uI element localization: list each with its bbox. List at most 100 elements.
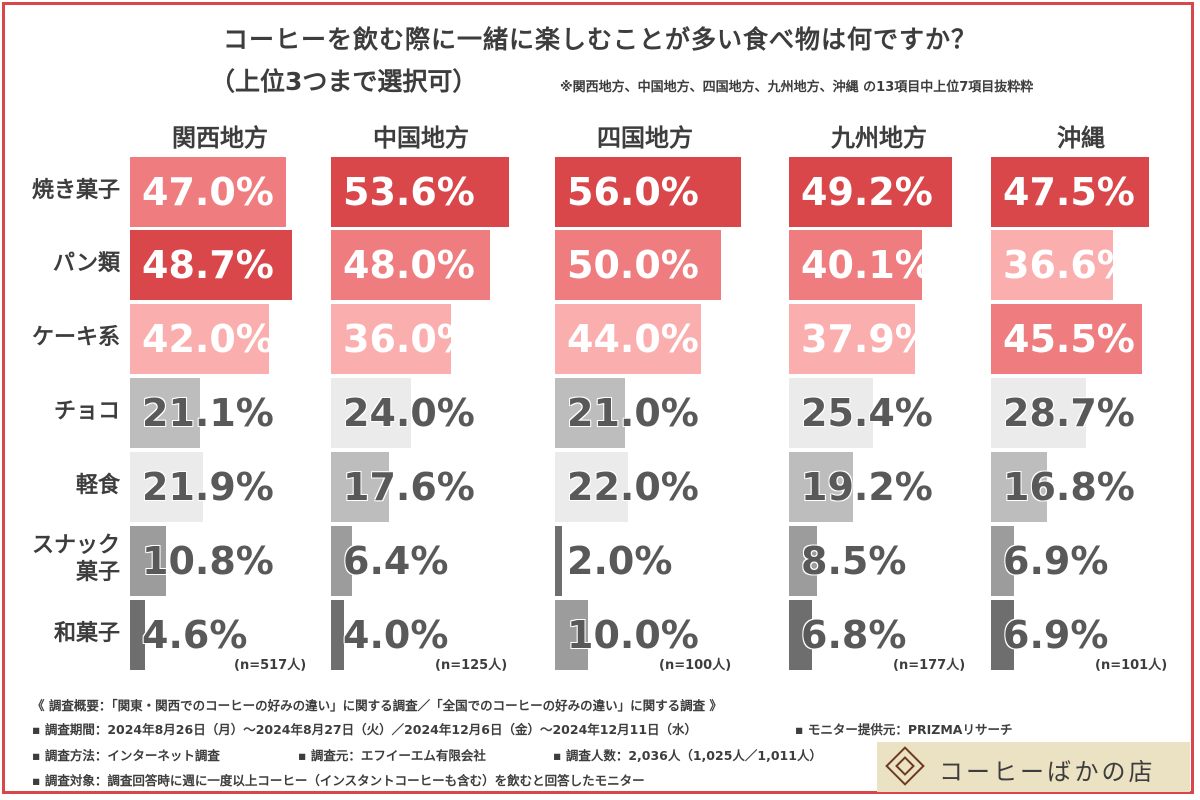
data-label: 40.1%: [801, 243, 933, 287]
bar: [555, 452, 629, 522]
data-label: 48.0%: [343, 243, 475, 287]
category-label: スナック 菓子: [0, 532, 120, 586]
data-label: 25.4%: [801, 391, 933, 435]
sample-size-label: (n=100人): [659, 658, 732, 673]
footer-monitor-provider: ▪ モニター提供元：PRIZMAリサーチ: [795, 722, 1013, 737]
bar: [991, 378, 1087, 448]
chart-subtitle: （上位3つまで選択可）: [210, 67, 478, 96]
data-label: 22.0%: [567, 465, 699, 509]
shop-logo-text: コーヒーばかの店: [939, 758, 1156, 786]
bar: [331, 378, 411, 448]
data-label: 44.0%: [567, 317, 699, 361]
bar: [789, 600, 812, 670]
bar: [789, 378, 874, 448]
bar: [555, 304, 702, 374]
category-label-line: 軽食: [75, 472, 120, 498]
shop-logo: コーヒーばかの店: [877, 742, 1190, 792]
chart-title: コーヒーを飲む際に一緒に楽しむことが多い食べ物は何ですか？: [222, 25, 977, 54]
footer-survey-period: ▪ 調査期間：2024年8月26日（月）～2024年8月27日（火）／2024年…: [32, 722, 698, 737]
bar: [555, 378, 625, 448]
footer-survey-source: ▪ 調査元：エフイーエム有限会社: [298, 748, 486, 763]
bar: [991, 452, 1047, 522]
bar: [555, 157, 741, 227]
data-label: 4.6%: [142, 613, 248, 657]
bar: [789, 230, 923, 300]
category-label: チョコ: [0, 398, 120, 425]
category-label-line: パン類: [52, 250, 120, 276]
footer-survey-count: ▪ 調査人数：2,036人（1,025人／1,011人）: [553, 748, 822, 763]
data-label: 56.0%: [567, 170, 699, 214]
data-label: 21.1%: [142, 391, 274, 435]
data-label: 24.0%: [343, 391, 475, 435]
data-label: 6.4%: [343, 539, 449, 583]
bar: [991, 600, 1014, 670]
bar: [555, 526, 562, 596]
data-label: 37.9%: [801, 317, 933, 361]
category-label-line: 和菓子: [53, 620, 120, 646]
data-label: 6.8%: [801, 613, 907, 657]
bar: [130, 526, 166, 596]
bar: [331, 526, 353, 596]
data-label: 36.0%: [343, 317, 475, 361]
bar: [130, 378, 201, 448]
footer-survey-method: ▪ 調査方法：インターネット調査: [32, 748, 220, 763]
category-label-line: チョコ: [53, 398, 120, 424]
bar: [130, 157, 287, 227]
data-label: 19.2%: [801, 465, 933, 509]
data-label: 21.9%: [142, 465, 274, 509]
bar: [130, 600, 146, 670]
bar: [331, 230, 491, 300]
bar: [331, 304, 451, 374]
sample-size-label: (n=517人): [234, 658, 307, 673]
data-label: 6.9%: [1003, 539, 1109, 583]
category-label-line: ケーキ系: [31, 324, 120, 350]
data-label: 47.5%: [1003, 170, 1135, 214]
sample-size-label: (n=125人): [435, 658, 508, 673]
bar: [991, 526, 1014, 596]
data-label: 16.8%: [1003, 465, 1135, 509]
category-label: 和菓子: [0, 620, 120, 647]
data-label: 49.2%: [801, 170, 933, 214]
series-header: 九州地方: [831, 124, 927, 152]
bar: [991, 304, 1143, 374]
data-label: 2.0%: [567, 539, 673, 583]
category-label: ケーキ系: [0, 324, 120, 351]
category-label-line: 菓子: [75, 560, 120, 585]
bar: [130, 230, 292, 300]
data-label: 28.7%: [1003, 391, 1135, 435]
bar: [331, 600, 345, 670]
category-label: 軽食: [0, 472, 120, 499]
bar: [789, 304, 915, 374]
bar: [991, 157, 1149, 227]
bar: [555, 600, 589, 670]
series-header: 四国地方: [597, 124, 693, 152]
data-label: 53.6%: [343, 170, 475, 214]
data-label: 10.0%: [567, 613, 699, 657]
category-label: 焼き菓子: [0, 177, 120, 204]
data-label: 47.0%: [142, 170, 274, 214]
bar: [789, 157, 953, 227]
data-label: 17.6%: [343, 465, 475, 509]
series-header: 中国地方: [373, 124, 469, 152]
data-label: 45.5%: [1003, 317, 1135, 361]
bar: [789, 526, 818, 596]
coffee-shop-diamond-icon: [885, 746, 925, 786]
data-label: 42.0%: [142, 317, 274, 361]
data-label: 4.0%: [343, 613, 449, 657]
bar: [555, 230, 721, 300]
chart-note: ※関西地方、中国地方、四国地方、九州地方、沖縄 の13項目中上位7項目抜粋粋: [560, 80, 1034, 95]
data-label: 36.6%: [1003, 243, 1135, 287]
data-label: 8.5%: [801, 539, 907, 583]
footer-survey-overview: 《 調査概要：「関東・関西でのコーヒーの好みの違い」に関する調査／「全国でのコー…: [32, 698, 722, 713]
footer-survey-target: ▪ 調査対象：調査回答時に週に一度以上コーヒー（インスタントコーヒーも含む）を飲…: [32, 773, 645, 788]
category-label-line: スナック: [31, 533, 120, 558]
data-label: 10.8%: [142, 539, 274, 583]
data-label: 48.7%: [142, 243, 274, 287]
bar: [331, 157, 509, 227]
bar: [331, 452, 390, 522]
category-label-line: 焼き菓子: [31, 177, 120, 203]
series-header: 沖縄: [1057, 124, 1105, 152]
sample-size-label: (n=177人): [893, 658, 966, 673]
data-label: 50.0%: [567, 243, 699, 287]
